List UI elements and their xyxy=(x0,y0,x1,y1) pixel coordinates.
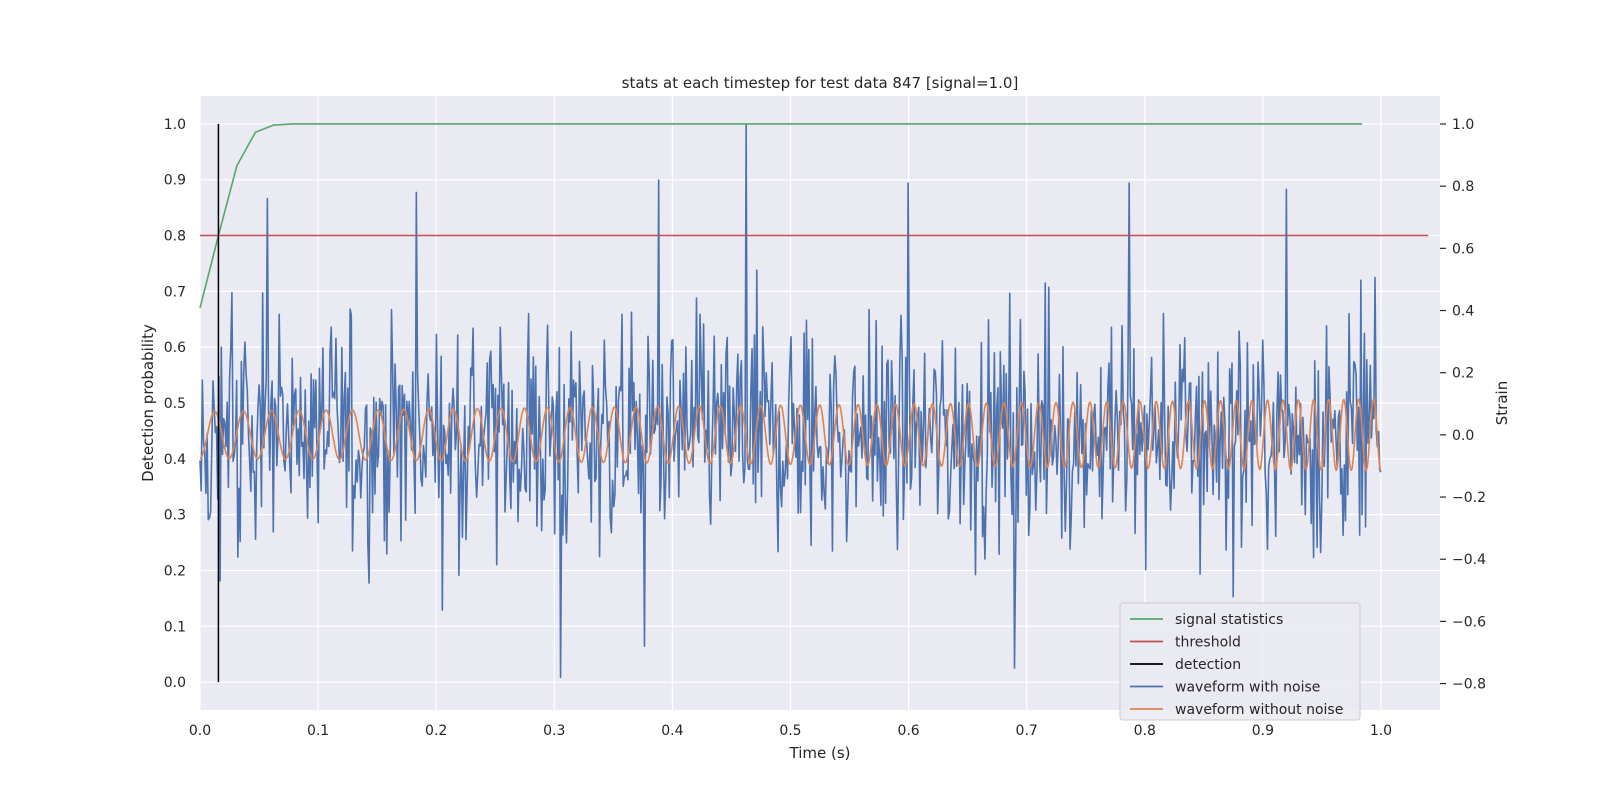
y-right-tick-label: 1.0 xyxy=(1452,117,1474,133)
y-axis-left-label: Detection probability xyxy=(139,324,157,482)
y-right-tick-label: −0.6 xyxy=(1452,614,1486,630)
legend-label: threshold xyxy=(1175,635,1241,651)
y-left-tick-label: 1.0 xyxy=(164,117,186,133)
y-right-tick-label: −0.2 xyxy=(1452,490,1486,506)
y-left-tick-label: 0.2 xyxy=(164,563,186,579)
y-right-tick-label: 0.4 xyxy=(1452,304,1474,320)
x-tick-label: 1.0 xyxy=(1370,723,1392,739)
x-tick-label: 0.5 xyxy=(779,723,801,739)
x-tick-label: 0.9 xyxy=(1252,723,1274,739)
x-tick-label: 0.1 xyxy=(307,723,329,739)
y-right-tick-label: 0.2 xyxy=(1452,366,1474,382)
legend-label: waveform without noise xyxy=(1175,702,1343,718)
y-axis-right-label: Strain xyxy=(1493,381,1511,425)
y-left-tick-label: 0.3 xyxy=(164,508,186,524)
y-right-tick-label: 0.6 xyxy=(1452,241,1474,257)
series-layer xyxy=(199,123,1429,683)
legend-box xyxy=(1119,602,1361,721)
y-left-tick-label: 0.7 xyxy=(164,284,186,300)
chart-title: stats at each timestep for test data 847… xyxy=(622,74,1019,92)
grid xyxy=(199,96,1440,710)
series-signal-statistics xyxy=(199,123,1363,309)
legend-label: detection xyxy=(1175,657,1241,673)
legend: signal statistics threshold detection wavef… xyxy=(1119,602,1361,721)
x-axis-ticks: 0.0 0.1 0.2 0.3 0.4 0.5 0.6 0.7 0.8 0.9 1.0 xyxy=(189,723,1392,739)
y-left-tick-label: 0.5 xyxy=(164,396,186,412)
y-right-tick-label: 0.0 xyxy=(1452,428,1474,444)
legend-label: signal statistics xyxy=(1175,612,1283,628)
y-left-tick-label: 0.0 xyxy=(164,675,186,691)
x-tick-label: 0.3 xyxy=(543,723,565,739)
x-tick-label: 0.6 xyxy=(897,723,919,739)
y-left-tick-label: 0.9 xyxy=(164,173,186,189)
y-right-tick-label: −0.8 xyxy=(1452,677,1486,693)
y-right-tick-label: −0.4 xyxy=(1452,552,1486,568)
x-tick-label: 0.0 xyxy=(189,723,211,739)
y-left-tick-label: 0.8 xyxy=(164,229,186,245)
y-axis-left-ticks: 0.0 0.1 0.2 0.3 0.4 0.5 0.6 0.7 0.8 0.9 1.0 xyxy=(164,117,186,691)
y-right-tick-label: 0.8 xyxy=(1452,179,1474,195)
x-tick-label: 0.7 xyxy=(1016,723,1038,739)
x-tick-label: 0.2 xyxy=(425,723,447,739)
y-axis-right-ticks: −0.8 −0.6 −0.4 −0.2 0.0 0.2 0.4 0.6 0.8 1.0 xyxy=(1440,117,1486,693)
x-axis-label: Time (s) xyxy=(789,744,851,762)
x-tick-label: 0.4 xyxy=(661,723,683,739)
x-tick-label: 0.8 xyxy=(1134,723,1156,739)
y-left-tick-label: 0.6 xyxy=(164,340,186,356)
y-left-tick-label: 0.4 xyxy=(164,452,186,468)
y-left-tick-label: 0.1 xyxy=(164,619,186,635)
series-waveform-without-noise xyxy=(199,398,1382,472)
legend-label: waveform with noise xyxy=(1175,680,1320,696)
